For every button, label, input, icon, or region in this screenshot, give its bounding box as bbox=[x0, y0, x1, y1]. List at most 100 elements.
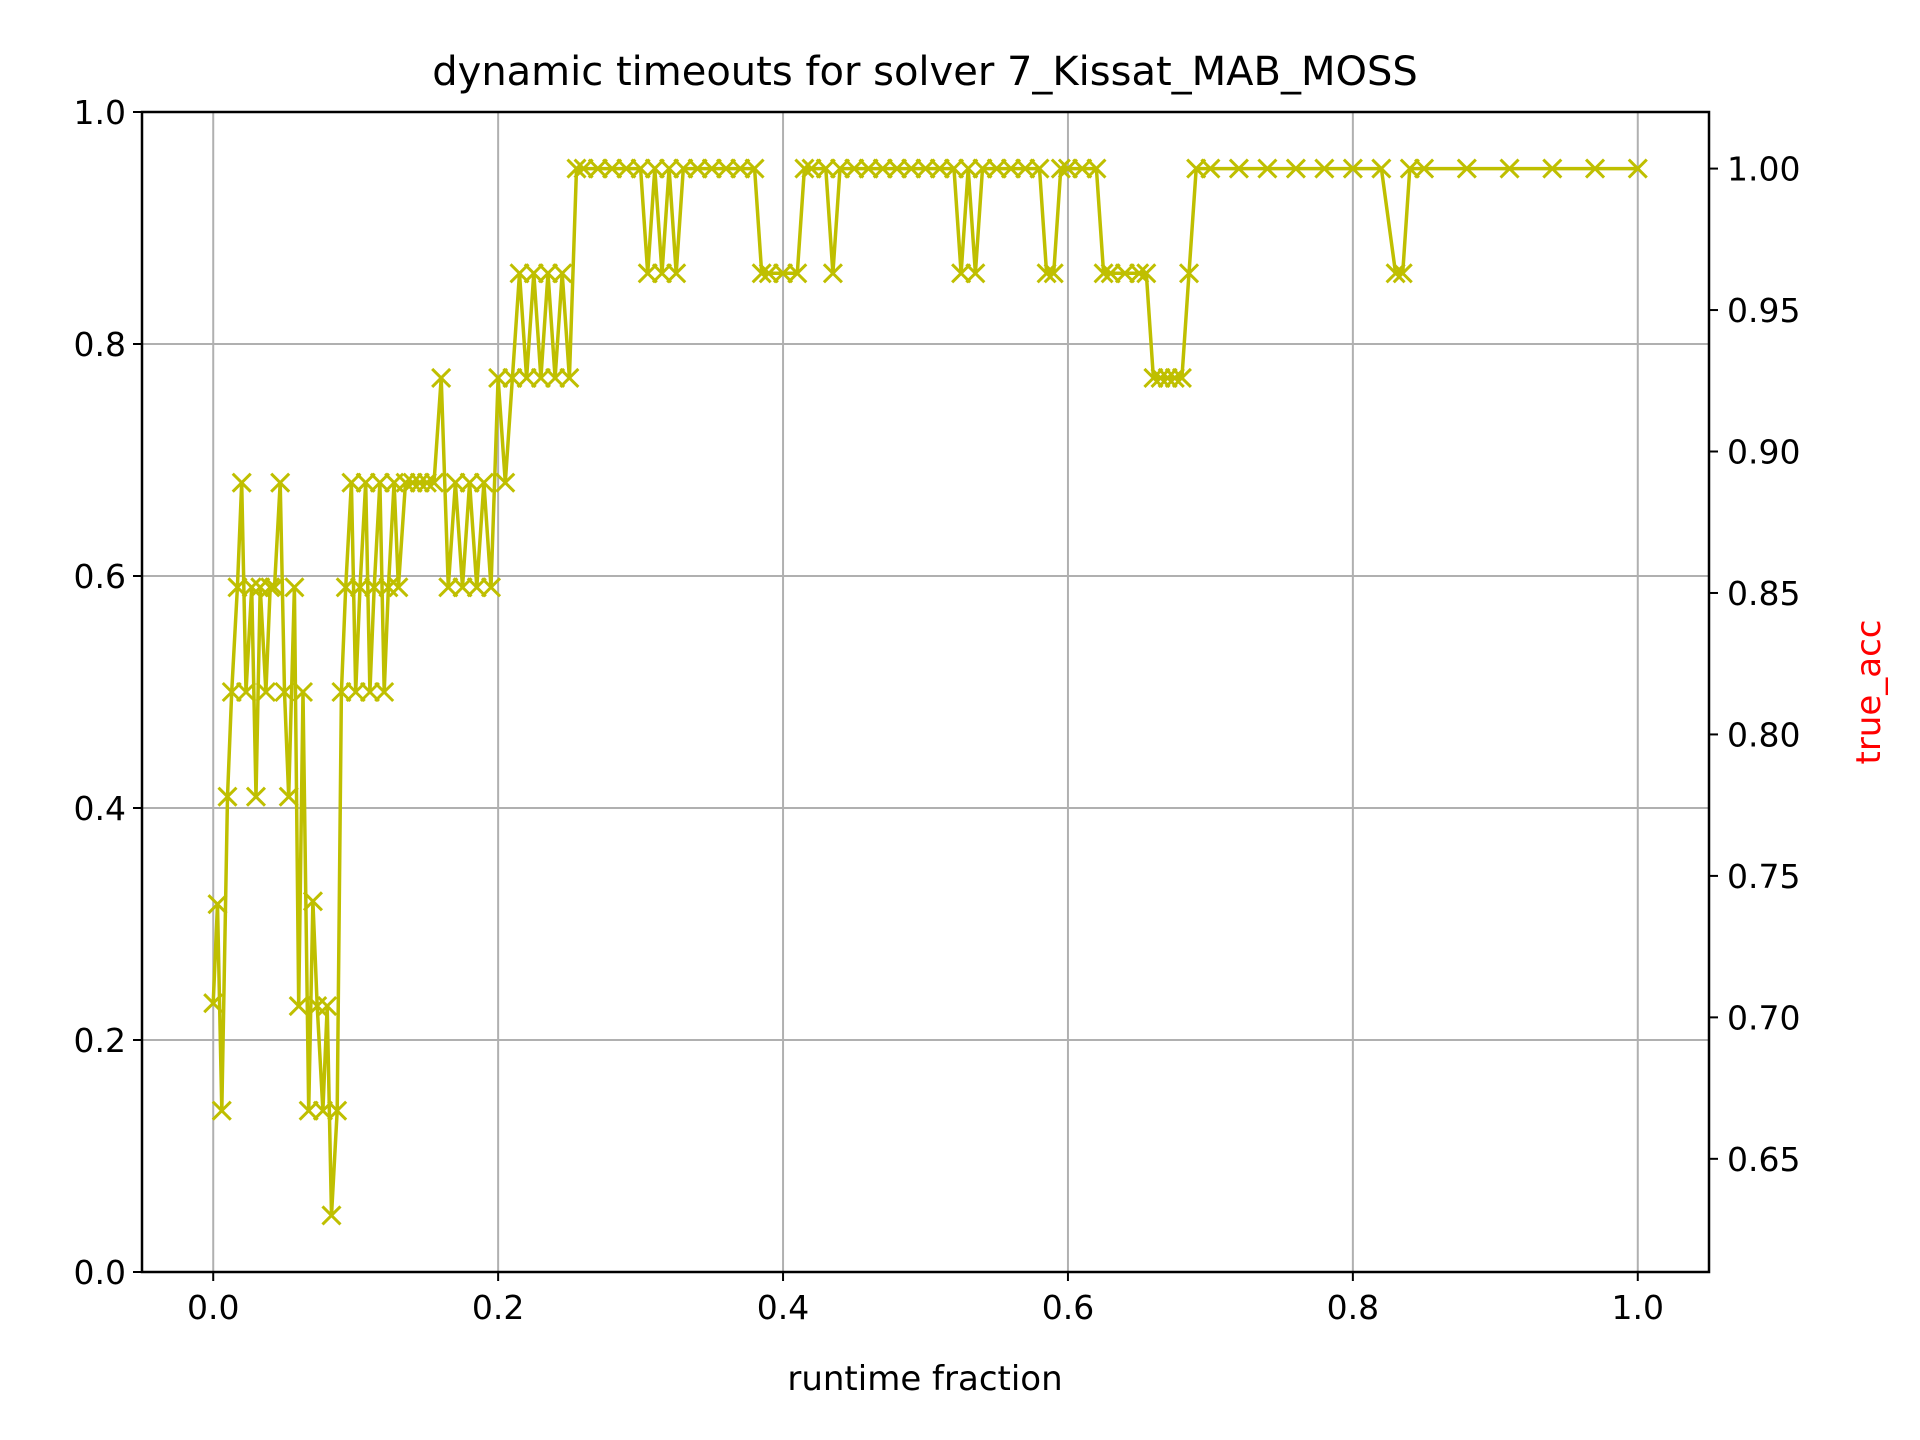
data-point-marker bbox=[801, 158, 822, 179]
data-point-marker bbox=[1314, 158, 1335, 179]
data-point-marker bbox=[264, 577, 285, 598]
x-tick-label: 0.8 bbox=[1327, 1288, 1379, 1327]
data-point-marker bbox=[502, 367, 523, 389]
data-point-marker bbox=[958, 158, 979, 179]
data-point-marker bbox=[459, 472, 480, 493]
data-point-marker bbox=[666, 263, 687, 284]
data-point-marker bbox=[523, 263, 544, 284]
data-point-marker bbox=[858, 158, 879, 179]
data-point-marker bbox=[566, 158, 587, 179]
data-point-marker bbox=[552, 263, 573, 284]
left-y-tick-label: 0.4 bbox=[74, 789, 126, 828]
data-point-marker bbox=[1371, 158, 1392, 179]
data-point-marker bbox=[260, 577, 281, 598]
data-point-marker bbox=[321, 1205, 342, 1226]
data-point-marker bbox=[1143, 367, 1164, 389]
data-point-marker bbox=[231, 472, 252, 493]
data-point-marker bbox=[1057, 158, 1079, 179]
right-y-tick-label: 0.85 bbox=[1727, 574, 1800, 613]
data-point-marker bbox=[284, 577, 305, 598]
data-point-marker bbox=[298, 1100, 319, 1121]
data-point-marker bbox=[829, 158, 851, 179]
left-y-tick-label: 0.6 bbox=[74, 557, 126, 596]
data-point-marker bbox=[815, 158, 836, 179]
data-point-marker bbox=[423, 472, 445, 493]
data-point-marker bbox=[1178, 263, 1200, 284]
data-point-marker bbox=[1627, 158, 1648, 179]
data-point-marker bbox=[1164, 367, 1185, 389]
data-point-marker bbox=[1050, 158, 1071, 179]
right-y-axis-label: true_acc bbox=[1849, 620, 1889, 765]
data-point-marker bbox=[630, 158, 651, 179]
data-point-marker bbox=[1456, 158, 1477, 179]
data-point-marker bbox=[364, 577, 385, 598]
data-point-marker bbox=[1129, 263, 1150, 284]
data-point-marker bbox=[965, 263, 986, 284]
x-tick-label: 1.0 bbox=[1612, 1288, 1664, 1327]
data-point-marker bbox=[292, 681, 314, 703]
data-point-marker bbox=[986, 158, 1007, 179]
data-point-marker bbox=[278, 786, 299, 807]
data-point-marker bbox=[637, 263, 658, 284]
data-point-marker bbox=[537, 263, 559, 284]
chart-title: dynamic timeouts for solver 7_Kissat_MAB… bbox=[432, 49, 1418, 95]
data-point-marker bbox=[901, 158, 922, 179]
data-point-marker bbox=[644, 158, 665, 179]
data-point-marker bbox=[1136, 263, 1157, 284]
left-y-tick-label: 0.2 bbox=[74, 1021, 126, 1060]
data-point-marker bbox=[1200, 158, 1221, 179]
right-y-tick-label: 1.00 bbox=[1727, 150, 1800, 189]
right-y-axis-ticks: 0.65 0.70 0.75 0.80 0.85 0.90 0.95 1.00 bbox=[1709, 150, 1800, 1179]
data-point-marker bbox=[402, 472, 423, 493]
data-point-marker bbox=[587, 158, 608, 179]
data-point-marker bbox=[1499, 158, 1520, 179]
data-point-marker bbox=[822, 263, 843, 284]
data-point-marker bbox=[716, 158, 737, 179]
data-point-marker bbox=[369, 472, 390, 493]
left-y-tick-label: 0.8 bbox=[74, 325, 126, 364]
data-point-marker bbox=[687, 158, 708, 179]
data-point-marker bbox=[1542, 158, 1563, 179]
data-point-marker bbox=[227, 577, 248, 598]
data-point-marker bbox=[744, 158, 765, 179]
data-point-marker bbox=[359, 681, 380, 703]
data-point-marker bbox=[1385, 263, 1406, 284]
data-point-marker bbox=[1414, 158, 1435, 179]
data-point-marker bbox=[473, 472, 494, 493]
data-point-marker bbox=[1114, 263, 1136, 284]
right-y-tick-label: 0.75 bbox=[1727, 857, 1800, 896]
right-y-tick-label: 0.65 bbox=[1727, 1140, 1800, 1179]
data-point-marker bbox=[331, 681, 352, 703]
data-point-marker bbox=[1257, 158, 1278, 179]
data-point-marker bbox=[1186, 158, 1207, 179]
x-tick-label: 0.0 bbox=[187, 1288, 239, 1327]
data-point-marker bbox=[480, 577, 502, 598]
data-point-marker bbox=[545, 367, 566, 389]
data-point-marker bbox=[221, 681, 242, 703]
series-layer bbox=[203, 158, 1648, 1226]
data-point-marker bbox=[211, 1100, 232, 1121]
data-point-marker bbox=[516, 367, 537, 389]
data-point-marker bbox=[445, 472, 466, 493]
data-point-marker bbox=[274, 681, 295, 703]
data-point-marker bbox=[758, 263, 779, 284]
data-point-marker bbox=[312, 1100, 333, 1121]
data-point-marker bbox=[355, 472, 376, 493]
data-point-marker bbox=[255, 681, 276, 703]
data-point-marker bbox=[452, 577, 473, 598]
data-point-marker bbox=[207, 894, 228, 915]
data-point-marker bbox=[495, 472, 516, 493]
data-point-marker bbox=[1015, 158, 1036, 179]
data-point-marker bbox=[772, 263, 794, 284]
right-y-tick-label: 0.90 bbox=[1727, 433, 1800, 472]
data-point-marker bbox=[327, 1100, 348, 1121]
data-point-marker bbox=[438, 577, 459, 598]
data-point-marker bbox=[349, 577, 371, 598]
x-axis-label: runtime fraction bbox=[787, 1359, 1062, 1399]
data-point-marker bbox=[1000, 158, 1022, 179]
left-y-tick-label: 1.0 bbox=[74, 93, 126, 132]
data-point-marker bbox=[409, 472, 430, 493]
data-point-marker bbox=[395, 472, 416, 493]
data-point-marker bbox=[1036, 263, 1057, 284]
data-point-marker bbox=[1399, 158, 1420, 179]
